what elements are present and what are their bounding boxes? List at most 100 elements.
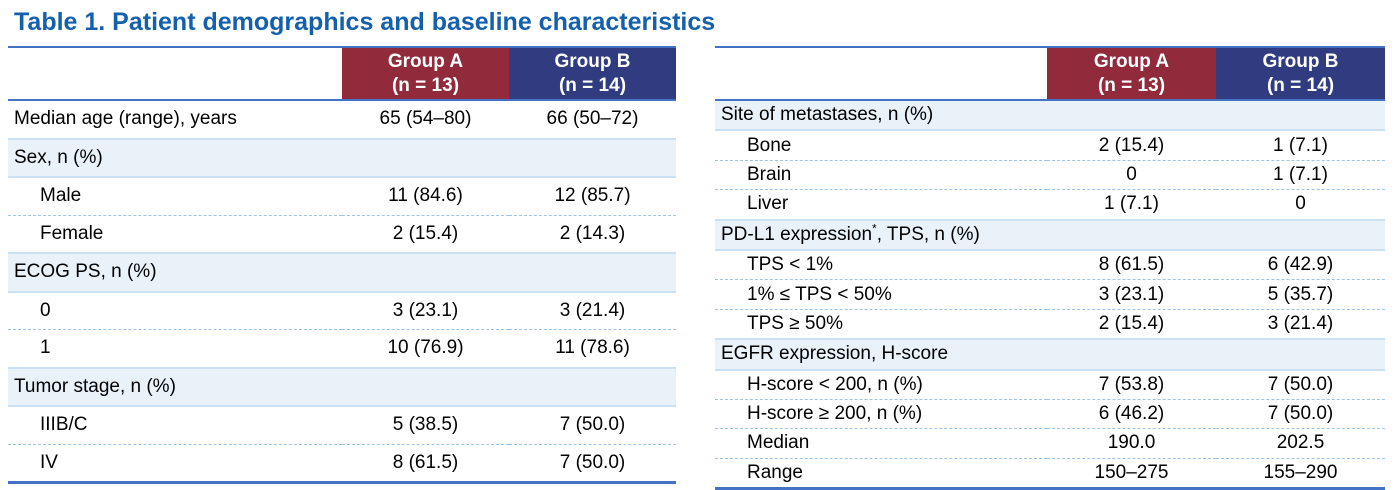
row-label: TPS < 1% (715, 248, 1047, 280)
row-label: Liver (715, 189, 1047, 220)
value-cell-group-b: 1 (7.1) (1216, 129, 1385, 161)
row-label: IV (8, 443, 342, 483)
group-b-name: Group B (554, 50, 631, 72)
category-row: Sex, n (%) (8, 137, 676, 177)
value-cell-group-b: 7 (50.0) (1216, 398, 1385, 429)
value-cell-group-a: 3 (23.1) (1047, 279, 1216, 310)
data-row: 1% ≤ TPS < 50% 3 (23.1) 5 (35.7) (715, 279, 1385, 310)
row-label: Median age (range), years (8, 99, 342, 139)
row-label: 1% ≤ TPS < 50% (715, 279, 1047, 310)
value-cell-group-a: 10 (76.9) (342, 329, 509, 368)
value-cell-group-a: 5 (38.5) (342, 405, 509, 444)
row-label: ECOG PS, n (%) (8, 252, 342, 292)
value-cell-group-a: 11 (84.6) (342, 176, 509, 215)
value-cell-group-a: 1 (7.1) (1047, 189, 1216, 220)
value-cell-group-a (342, 252, 509, 292)
header-blank-cell (8, 46, 342, 101)
value-cell-group-b (1216, 338, 1385, 370)
value-cell-group-a (342, 366, 509, 406)
value-cell-group-a: 7 (53.8) (1047, 368, 1216, 400)
table-title: Table 1. Patient demographics and baseli… (14, 8, 716, 36)
value-cell-group-a: 2 (15.4) (342, 214, 509, 253)
value-cell-group-b: 202.5 (1216, 428, 1385, 459)
value-cell-group-b (509, 137, 676, 177)
data-row: Bone 2 (15.4) 1 (7.1) (715, 129, 1385, 161)
row-label: Brain (715, 159, 1047, 190)
header-group-b: Group B (n = 14) (509, 46, 676, 101)
data-row: TPS ≥ 50% 2 (15.4) 3 (21.4) (715, 308, 1385, 340)
category-row: Site of metastases, n (%) (715, 98, 1385, 131)
header-blank-cell (715, 46, 1047, 101)
value-cell-group-a: 8 (61.5) (1047, 248, 1216, 280)
data-row: H-score < 200, n (%) 7 (53.8) 7 (50.0) (715, 368, 1385, 400)
row-label: TPS ≥ 50% (715, 308, 1047, 340)
value-cell-group-b: 155–290 (1216, 457, 1385, 489)
group-b-name: Group B (1262, 50, 1339, 72)
demographics-table-right: Group A (n = 13) Group B (n = 14) Site o… (715, 46, 1385, 490)
value-cell-group-b: 7 (50.0) (509, 443, 676, 483)
row-label: Male (8, 176, 342, 215)
data-row: 1 10 (76.9) 11 (78.6) (8, 329, 676, 368)
value-cell-group-a: 8 (61.5) (342, 443, 509, 483)
value-cell-group-b (509, 366, 676, 406)
value-cell-group-a (1047, 338, 1216, 370)
table-header: Group A (n = 13) Group B (n = 14) (715, 46, 1385, 101)
category-row: ECOG PS, n (%) (8, 252, 676, 292)
row-label: IIIB/C (8, 405, 342, 444)
demographics-table-left: Group A (n = 13) Group B (n = 14) Median… (8, 46, 676, 484)
value-cell-group-b: 3 (21.4) (1216, 308, 1385, 340)
row-label: H-score < 200, n (%) (715, 368, 1047, 400)
value-cell-group-a: 65 (54–80) (342, 99, 509, 139)
row-label: Tumor stage, n (%) (8, 366, 342, 406)
value-cell-group-b (1216, 218, 1385, 250)
value-cell-group-a: 0 (1047, 159, 1216, 190)
value-cell-group-a: 150–275 (1047, 457, 1216, 489)
value-cell-group-b: 66 (50–72) (509, 99, 676, 139)
data-row: Male 11 (84.6) 12 (85.7) (8, 176, 676, 215)
group-b-n: (n = 14) (1266, 74, 1335, 96)
row-label: PD-L1 expression*, TPS, n (%) (715, 218, 1047, 250)
value-cell-group-b: 7 (50.0) (509, 405, 676, 444)
header-group-b: Group B (n = 14) (1216, 46, 1385, 101)
value-cell-group-b: 12 (85.7) (509, 176, 676, 215)
group-a-n: (n = 13) (391, 74, 460, 96)
value-cell-group-a: 3 (23.1) (342, 290, 509, 330)
table-body: Site of metastases, n (%) Bone 2 (15.4) 1 (… (715, 98, 1385, 489)
header-group-a: Group A (n = 13) (1047, 46, 1216, 101)
table-body: Median age (range), years 65 (54–80) 66 (5… (8, 99, 676, 483)
value-cell-group-b: 1 (7.1) (1216, 159, 1385, 190)
row-label: Bone (715, 129, 1047, 161)
group-b-n: (n = 14) (558, 74, 627, 96)
data-row: H-score ≥ 200, n (%) 6 (46.2) 7 (50.0) (715, 398, 1385, 429)
group-a-name: Group A (1093, 50, 1170, 72)
value-cell-group-b: 11 (78.6) (509, 329, 676, 368)
row-label: H-score ≥ 200, n (%) (715, 398, 1047, 429)
row-label: Median (715, 428, 1047, 459)
category-row: EGFR expression, H-score (715, 338, 1385, 370)
row-label: Site of metastases, n (%) (715, 98, 1047, 131)
category-row: Tumor stage, n (%) (8, 366, 676, 406)
row-label: Range (715, 457, 1047, 489)
row-label: Female (8, 214, 342, 253)
value-cell-group-b: 7 (50.0) (1216, 368, 1385, 400)
data-row: Female 2 (15.4) 2 (14.3) (8, 214, 676, 253)
row-label: 1 (8, 329, 342, 368)
value-cell-group-b (1216, 98, 1385, 131)
value-cell-group-a: 6 (46.2) (1047, 398, 1216, 429)
value-cell-group-b: 3 (21.4) (509, 290, 676, 330)
data-row: Brain 0 1 (7.1) (715, 159, 1385, 190)
footnote-asterisk: * (872, 221, 877, 236)
group-a-name: Group A (387, 50, 464, 72)
value-cell-group-a: 2 (15.4) (1047, 129, 1216, 161)
data-row: IIIB/C 5 (38.5) 7 (50.0) (8, 405, 676, 444)
value-cell-group-b: 6 (42.9) (1216, 248, 1385, 280)
value-cell-group-b: 0 (1216, 189, 1385, 220)
value-cell-group-a: 2 (15.4) (1047, 308, 1216, 340)
value-cell-group-b (509, 252, 676, 292)
value-cell-group-a (1047, 218, 1216, 250)
header-group-a: Group A (n = 13) (342, 46, 509, 101)
header-row: Group A (n = 13) Group B (n = 14) (8, 46, 676, 101)
category-row: PD-L1 expression*, TPS, n (%) (715, 218, 1385, 250)
data-row: Median 190.0 202.5 (715, 428, 1385, 459)
